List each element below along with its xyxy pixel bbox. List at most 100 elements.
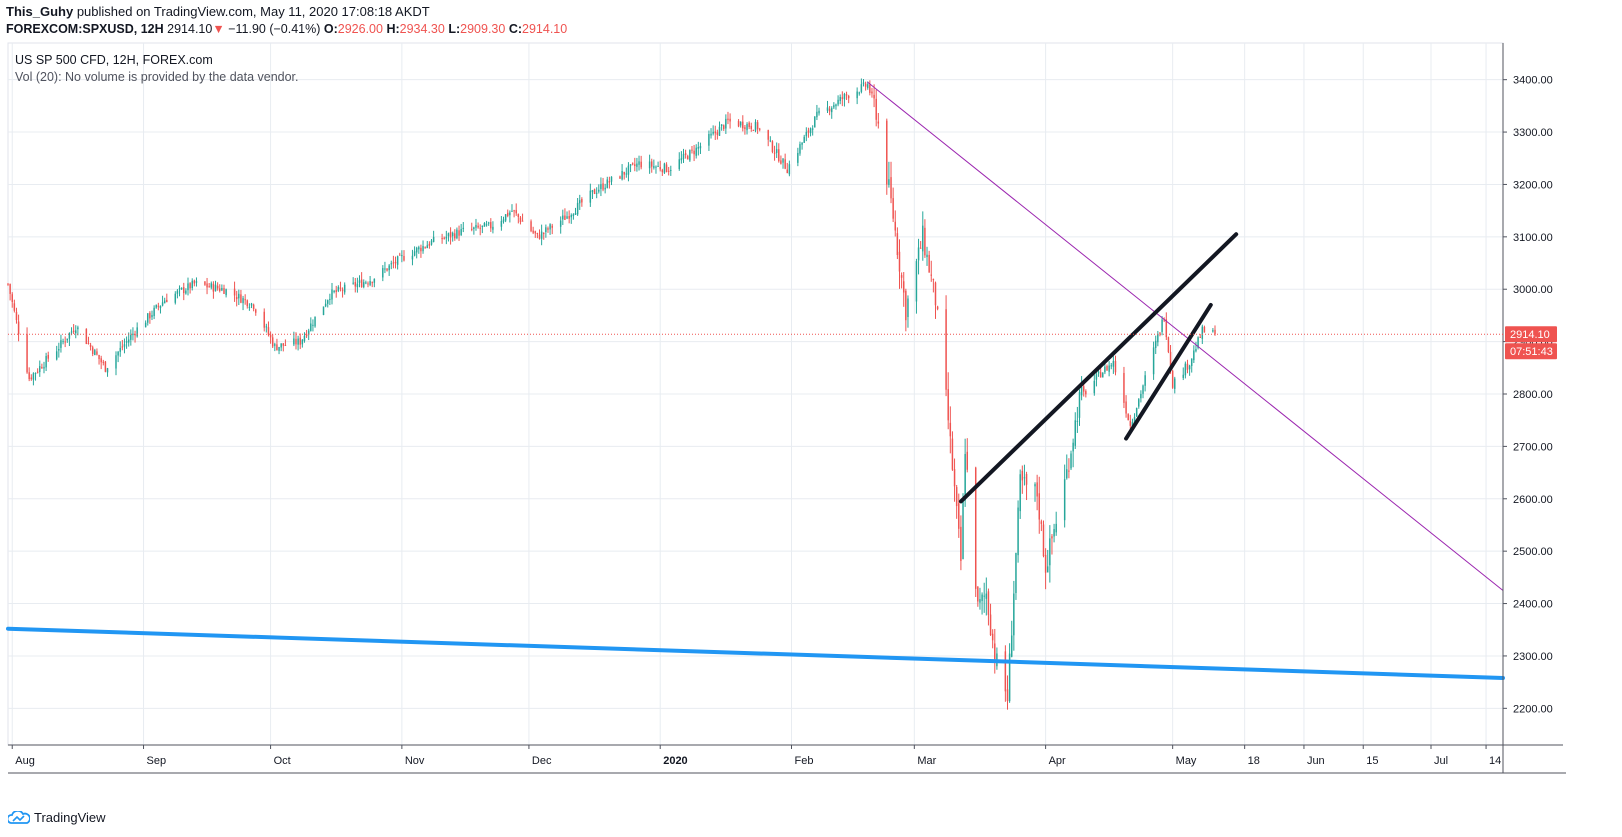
candle-down <box>212 283 215 292</box>
candle-down <box>773 152 776 154</box>
candle-up <box>689 150 691 161</box>
candle-down <box>1199 336 1201 338</box>
low-value: 2909.30 <box>460 22 506 36</box>
candle-up <box>151 315 153 318</box>
candle-down <box>367 283 369 285</box>
candle-down <box>974 467 977 589</box>
candle-up <box>115 355 117 369</box>
candle-up <box>926 254 928 258</box>
candle-up <box>572 214 575 216</box>
candle-down <box>593 189 596 194</box>
candle-down <box>1004 651 1007 692</box>
candle-down <box>1214 329 1216 335</box>
candle-up <box>117 351 119 356</box>
candle-up <box>697 147 700 149</box>
candle-up <box>1193 350 1195 361</box>
last-price-line: 2914.10 07:51:43 <box>8 326 1557 360</box>
candle-up <box>176 290 179 294</box>
candle-down <box>85 328 88 344</box>
candle-down <box>1167 337 1170 352</box>
candle-up <box>769 140 772 142</box>
tradingview-footer[interactable]: TradingView <box>8 810 106 825</box>
candle-up <box>818 110 820 114</box>
candle-down <box>608 180 611 183</box>
candle-up <box>1074 420 1076 446</box>
y-tick-label: 2800.00 <box>1513 389 1553 401</box>
candle-up <box>725 118 727 129</box>
candle-up <box>788 164 791 175</box>
candle-down <box>875 98 877 120</box>
candle-up <box>540 231 543 239</box>
candle-up <box>1078 391 1081 418</box>
candle-down <box>661 169 664 173</box>
candle-up <box>456 229 458 239</box>
candle-up <box>34 372 37 374</box>
candle-up <box>816 111 818 118</box>
candle-up <box>185 290 187 294</box>
candle-down <box>41 366 43 369</box>
candle-down <box>932 279 935 281</box>
candle-up <box>621 170 623 180</box>
candle-down <box>568 216 570 219</box>
candle-up <box>106 368 109 373</box>
candle-down <box>919 247 922 249</box>
candle-up <box>55 351 58 360</box>
high-label: H: <box>386 22 400 36</box>
candle-down <box>729 118 731 122</box>
candle-up <box>636 163 638 167</box>
x-tick-label: Jul <box>1434 755 1448 767</box>
price-change: −11.90 (−0.41%) <box>228 22 321 36</box>
candle-up <box>1097 371 1100 374</box>
candle-up <box>502 219 505 222</box>
candle-down <box>454 233 456 239</box>
candle-up <box>119 347 121 352</box>
candle-up <box>610 176 613 182</box>
candle-down <box>752 129 755 131</box>
candle-up <box>343 284 346 293</box>
candle-up <box>1110 365 1112 367</box>
candle-down <box>87 342 90 344</box>
candle-up <box>1049 538 1051 566</box>
candle-up <box>187 283 189 291</box>
candle-down <box>91 347 94 354</box>
candle-down <box>98 354 100 360</box>
candle-down <box>1159 332 1161 334</box>
candle-up <box>136 327 138 337</box>
candle-down <box>1006 689 1009 702</box>
candle-up <box>390 263 393 265</box>
candle-up <box>280 343 282 348</box>
y-tick-label: 3200.00 <box>1513 179 1553 191</box>
candle-down <box>386 268 388 271</box>
candle-up <box>907 298 909 318</box>
candle-up <box>373 278 376 283</box>
candle-down <box>750 125 753 129</box>
candle-up <box>125 341 128 343</box>
y-tick-label: 3000.00 <box>1513 284 1553 296</box>
candle-up <box>418 247 420 250</box>
candle-up <box>589 190 592 203</box>
candle-up <box>413 251 416 256</box>
candle-up <box>487 222 490 224</box>
candle-up <box>60 340 62 348</box>
volume-legend: Vol (20): No volume is provided by the d… <box>15 70 299 84</box>
candle-up <box>801 142 803 145</box>
candle-up <box>363 282 365 288</box>
candle-down <box>953 469 956 487</box>
candle-down <box>255 309 257 313</box>
candle-down <box>890 177 892 199</box>
candle-down <box>722 125 725 129</box>
candle-up <box>382 268 384 278</box>
candle-up <box>238 293 240 299</box>
candle-up <box>754 121 757 131</box>
tradingview-brand: TradingView <box>34 810 106 825</box>
candle-down <box>994 643 996 663</box>
candle-down <box>543 232 545 234</box>
author-name[interactable]: This_Guhy <box>6 4 74 19</box>
x-tick-label: Sep <box>147 755 167 767</box>
candle-down <box>945 309 947 390</box>
candle-down <box>1038 493 1040 520</box>
candle-up <box>981 594 983 601</box>
candle-down <box>458 230 460 236</box>
candle-down <box>564 215 566 220</box>
